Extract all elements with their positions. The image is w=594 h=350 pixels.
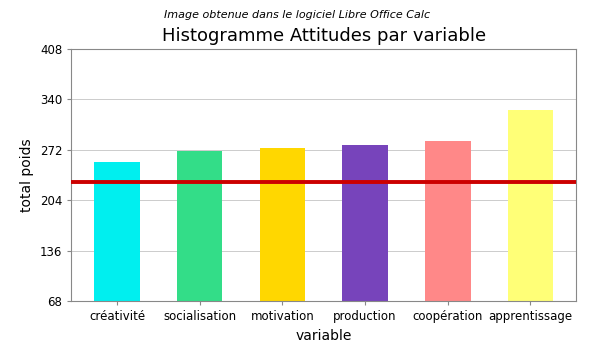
Title: Histogramme Attitudes par variable: Histogramme Attitudes par variable <box>162 27 486 45</box>
Bar <box>508 110 553 350</box>
Bar <box>425 141 470 350</box>
Bar <box>177 150 222 350</box>
X-axis label: variable: variable <box>296 329 352 343</box>
Bar <box>94 162 140 350</box>
Bar <box>342 145 388 350</box>
Text: Image obtenue dans le logiciel Libre Office Calc: Image obtenue dans le logiciel Libre Off… <box>164 10 430 21</box>
Bar <box>260 148 305 350</box>
Y-axis label: total poids: total poids <box>20 138 34 212</box>
